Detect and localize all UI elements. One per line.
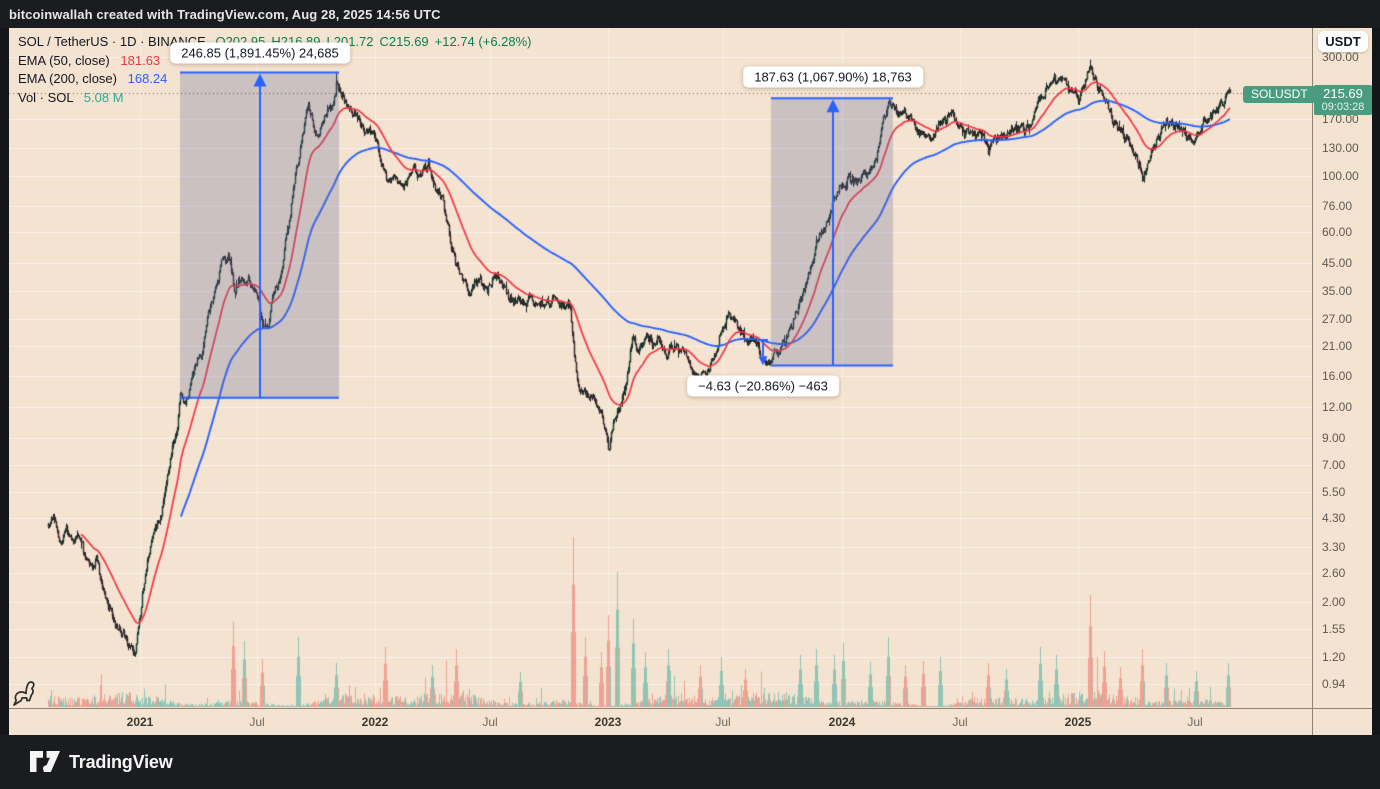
price-tick-label: 3.30 <box>1322 540 1346 555</box>
time-axis[interactable]: 2021 Jul 2022 Jul 2023 Jul 2024 Jul 2025 Jul <box>9 708 1372 736</box>
bar-countdown: 09:03:28 <box>1321 100 1365 113</box>
time-tick-label: 2021 <box>126 715 154 729</box>
volume-value: 5.08 M <box>83 89 124 105</box>
price-tick-label: 4.30 <box>1322 511 1346 526</box>
time-tick-label: 2024 <box>828 715 856 729</box>
price-tick-label: 100.00 <box>1322 169 1359 184</box>
ema50-value: 181.63 <box>120 52 161 68</box>
volume-label[interactable]: Vol · SOL <box>18 89 74 105</box>
snapshot-title: bitcoinwallah created with TradingView.c… <box>9 6 441 22</box>
ema200-value: 168.24 <box>127 71 168 86</box>
last-price-value: 215.69 <box>1323 85 1363 101</box>
price-tick-label: 76.00 <box>1322 199 1353 214</box>
ohlc-change: +12.74 (+6.28%) <box>434 34 532 49</box>
chart-panel: SOL / TetherUS · 1D · BINANCE O202.95 H21… <box>9 28 1372 735</box>
price-tick-label: 9.00 <box>1322 431 1346 446</box>
price-tick-label: 130.00 <box>1322 140 1359 155</box>
dinosaur-icon <box>13 681 35 706</box>
price-chart-canvas[interactable] <box>9 28 1312 708</box>
last-price-badge: 215.69 09:03:28 <box>1314 84 1372 115</box>
time-tick-label: 2023 <box>594 715 622 729</box>
price-tick-label: 60.00 <box>1322 224 1353 239</box>
currency-toggle-button[interactable]: USDT <box>1318 31 1368 52</box>
price-tick-label: 45.00 <box>1322 256 1353 271</box>
measurement-label-3[interactable]: −4.63 (−20.86%) −463 <box>687 375 839 397</box>
price-axis[interactable]: USDT 215.69 09:03:28 300.00 170.00 130.00 1… <box>1312 28 1373 735</box>
price-tick-label: 170.00 <box>1322 111 1359 126</box>
time-tick-label: Jul <box>482 715 498 729</box>
ema50-label[interactable]: EMA (50, close) <box>18 52 110 68</box>
price-tick-label: 21.00 <box>1322 339 1353 354</box>
price-tick-label: 2.60 <box>1322 566 1346 581</box>
price-tick-label: 300.00 <box>1322 50 1359 64</box>
measurement-label-1[interactable]: 246.85 (1,891.45%) 24,685 <box>170 42 350 64</box>
price-tick-label: 1.20 <box>1322 650 1346 665</box>
price-tick-label: 12.00 <box>1322 399 1353 414</box>
tradingview-logo-icon <box>30 751 60 772</box>
time-tick-label: 2022 <box>361 715 389 729</box>
price-tick-label: 7.00 <box>1322 458 1346 473</box>
ohlc-close: C215.69 <box>379 34 429 49</box>
price-tick-label: 0.94 <box>1322 676 1346 691</box>
measurement-label-2[interactable]: 187.63 (1,067.90%) 18,763 <box>743 66 923 88</box>
time-tick-label: 2025 <box>1064 715 1092 729</box>
time-tick-label: Jul <box>715 715 731 729</box>
chart-legend: SOL / TetherUS · 1D · BINANCE O202.95 H21… <box>18 33 532 107</box>
symbol-title[interactable]: SOL / TetherUS · 1D · BINANCE <box>18 34 206 49</box>
footer-bar: TradingView <box>0 735 1380 789</box>
tradingview-brand-text: TradingView <box>69 751 173 772</box>
ema200-label[interactable]: EMA (200, close) <box>18 71 117 86</box>
price-tick-label: 16.00 <box>1322 368 1353 383</box>
price-tick-label: 5.50 <box>1322 484 1346 499</box>
price-tick-label: 27.00 <box>1322 311 1353 326</box>
price-tick-label: 1.55 <box>1322 622 1346 637</box>
time-tick-label: Jul <box>1187 715 1203 729</box>
price-tick-label: 2.00 <box>1322 594 1346 609</box>
tradingview-logo[interactable]: TradingView <box>30 751 173 773</box>
time-tick-label: Jul <box>249 715 265 729</box>
window-title-bar: bitcoinwallah created with TradingView.c… <box>0 0 1380 28</box>
price-tick-label: 35.00 <box>1322 283 1353 298</box>
symbol-price-label: SOLUSDT <box>1243 85 1316 103</box>
time-tick-label: Jul <box>952 715 968 729</box>
